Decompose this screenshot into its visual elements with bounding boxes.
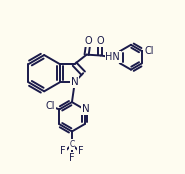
Text: O: O <box>85 36 92 46</box>
Text: HN: HN <box>105 52 120 62</box>
Text: F: F <box>60 146 66 156</box>
Text: N: N <box>82 104 89 114</box>
Text: Cl: Cl <box>144 46 154 56</box>
Text: O: O <box>97 36 104 46</box>
Text: N: N <box>71 77 78 87</box>
Text: C: C <box>69 140 75 149</box>
Text: F: F <box>69 153 75 163</box>
Text: F: F <box>78 146 84 156</box>
Text: Cl: Cl <box>46 101 55 111</box>
